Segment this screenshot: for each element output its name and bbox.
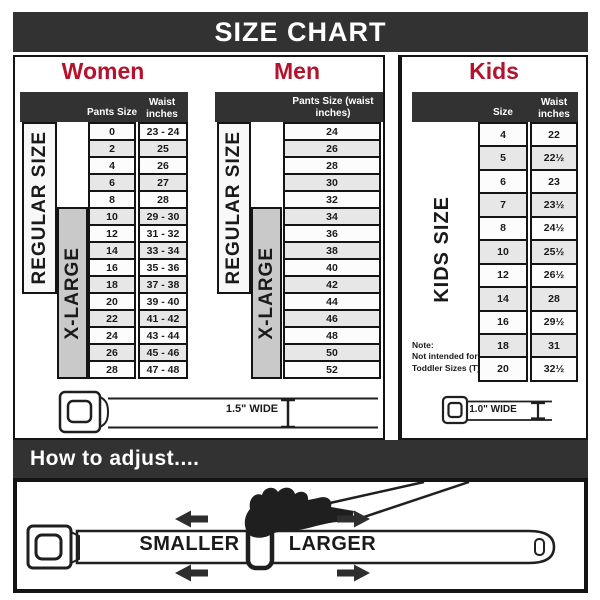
table-cell: 4 — [478, 122, 528, 148]
belt-tip-slot-icon — [534, 538, 545, 556]
men-xlarge-label: X-LARGE — [255, 246, 277, 340]
kids-table-header: Size Waist inches — [412, 92, 578, 122]
table-cell: 16 — [478, 309, 528, 335]
buckle-window-icon — [447, 401, 463, 419]
table-cell: 24½ — [530, 215, 578, 242]
table-cell: 22 — [530, 122, 578, 148]
table-cell: 14 — [478, 286, 528, 312]
table-cell: 5 — [478, 145, 528, 171]
buckle-latch-icon — [70, 531, 80, 564]
women-pants-size-column: 0 2 4 6 8 10 12 14 16 18 20 22 24 26 28 — [88, 122, 136, 379]
kids-size-label: KIDS SIZE — [430, 196, 453, 303]
table-cell: 24 — [88, 326, 136, 345]
men-col-header-pants-size: Pants Size (waist inches) — [292, 96, 374, 119]
table-cell: 29 - 30 — [138, 207, 188, 226]
hand-icon — [244, 487, 354, 538]
adult-belt-width-label: 1.5" WIDE — [225, 403, 279, 415]
buckle-window-icon — [66, 399, 93, 424]
adult-sizes-panel: Women Men Pants Size Waist inches REGULA… — [13, 55, 385, 440]
men-regular-size-band: REGULAR SIZE — [217, 122, 251, 294]
table-cell: 33 - 34 — [138, 241, 188, 260]
women-table-header: Pants Size Waist inches — [20, 92, 188, 122]
table-cell: 28 — [88, 360, 136, 379]
table-cell: 10 — [478, 239, 528, 265]
arm-lines-icon — [329, 482, 470, 523]
kids-belt-width-label: 1.0" WIDE — [469, 404, 517, 415]
page-title: SIZE CHART — [214, 16, 387, 47]
table-cell: 25½ — [530, 239, 578, 265]
width-measure-icon — [531, 401, 545, 420]
table-cell: 52 — [283, 360, 381, 379]
women-xlarge-band: X-LARGE — [57, 207, 88, 379]
arrow-left-icon — [175, 510, 208, 528]
kids-col-header-size: Size — [492, 106, 513, 118]
table-cell: 23½ — [530, 192, 578, 218]
arrow-left-icon — [175, 564, 208, 582]
buckle-window-icon — [34, 533, 63, 561]
adult-belt-illustration — [58, 390, 378, 434]
buckle-latch-icon — [99, 396, 110, 428]
table-cell: 6 — [478, 168, 528, 195]
table-cell: 22½ — [530, 145, 578, 171]
arrow-right-icon — [337, 510, 370, 528]
note-line: Toddler Sizes (T) — [412, 362, 480, 373]
table-cell: 26½ — [530, 262, 578, 289]
arrow-right-icon — [337, 564, 370, 582]
how-to-adjust-panel: SMALLER LARGER — [13, 478, 588, 593]
table-cell: 18 — [478, 332, 528, 359]
table-cell: 32½ — [530, 356, 578, 382]
title-bar: SIZE CHART — [13, 12, 588, 52]
table-cell: 31 — [530, 332, 578, 359]
kids-sizes-panel: Kids Size Waist inches KIDS SIZE 4 5 6 7 8 10… — [398, 55, 588, 440]
belt-strap-icon — [108, 397, 378, 429]
larger-label: LARGER — [288, 533, 377, 555]
women-heading: Women — [61, 58, 145, 84]
table-cell: 2 — [88, 139, 136, 158]
note-line: Not intended for — [412, 351, 478, 362]
table-cell: 20 — [478, 356, 528, 382]
men-table-header: Pants Size (waist inches) — [215, 92, 383, 122]
kids-size-column: 4 5 6 7 8 10 12 14 16 18 20 — [478, 122, 528, 382]
kids-note: Note: Not intended for Toddler Sizes (T) — [412, 340, 482, 374]
table-cell: 23 — [530, 168, 578, 195]
table-cell: 28 — [530, 286, 578, 312]
women-regular-size-label: REGULAR SIZE — [28, 131, 50, 285]
kids-heading: Kids — [469, 58, 519, 84]
how-to-adjust-bar: How to adjust.... — [13, 440, 588, 478]
kids-belt-illustration — [441, 395, 552, 425]
belt-strap-icon — [75, 529, 556, 565]
belt-strap-icon — [467, 400, 552, 421]
table-cell: 7 — [478, 192, 528, 218]
width-measure-icon — [281, 398, 295, 429]
kids-size-band: KIDS SIZE — [418, 162, 466, 337]
men-heading: Men — [274, 58, 320, 84]
table-cell: 29½ — [530, 309, 578, 335]
women-xlarge-label: X-LARGE — [61, 246, 83, 340]
women-regular-size-band: REGULAR SIZE — [22, 122, 57, 294]
note-line: Note: — [412, 340, 434, 350]
women-col-header-waist: Waist inches — [146, 97, 178, 120]
women-col-header-pants-size: Pants Size — [86, 106, 138, 118]
kids-waist-column: 22 22½ 23 23½ 24½ 25½ 26½ 28 29½ 31 32½ — [530, 122, 578, 382]
table-cell: 47 - 48 — [138, 360, 188, 379]
men-xlarge-band: X-LARGE — [251, 207, 282, 379]
men-regular-size-label: REGULAR SIZE — [223, 131, 244, 285]
table-cell: 8 — [478, 215, 528, 242]
table-cell: 43 - 44 — [138, 326, 188, 345]
men-pants-size-column: 24 26 28 30 32 34 36 38 40 42 44 46 48 50 52 — [283, 122, 381, 379]
table-cell: 12 — [478, 262, 528, 289]
women-waist-column: 23 - 24 25 26 27 28 29 - 30 31 - 32 33 - 34 35 -… — [138, 122, 188, 379]
kids-col-header-waist: Waist inches — [538, 97, 570, 120]
smaller-label: SMALLER — [139, 533, 240, 555]
adjust-illustration — [26, 482, 556, 582]
how-to-adjust-heading: How to adjust.... — [30, 447, 200, 470]
